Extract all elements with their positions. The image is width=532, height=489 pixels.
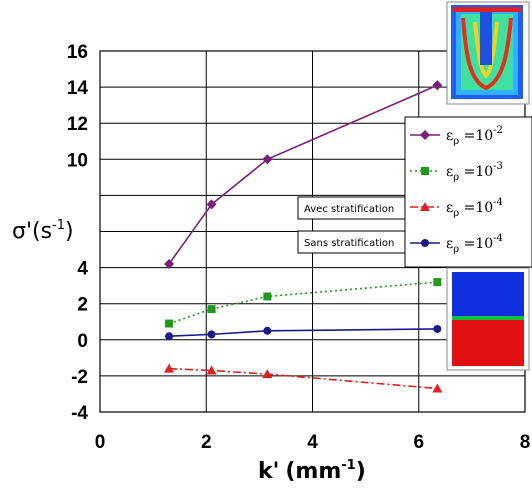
annotation-sans-text: Sans stratification [304,238,394,249]
y-tick-label: 0 [77,331,88,352]
legend-label: ερ =10-4 [446,233,503,255]
y-tick-label: 10 [67,150,88,171]
data-point-s1 [206,199,217,210]
series-line-1 [168,84,438,265]
y-axis-label: σ'(s-1) [12,218,74,244]
inset-red-layer [452,320,524,366]
data-point-s3 [432,383,443,393]
inset-blue-layer [452,272,524,318]
annotation-avec-text: Avec stratification [304,204,394,215]
series-line-4 [169,328,438,337]
x-tick-label: 2 [201,432,212,453]
data-point-s2 [207,305,216,314]
inset-stratification [446,267,530,371]
data-point-s2 [263,292,272,301]
legend-label: ερ =10-4 [446,197,503,219]
data-point-s1 [262,154,273,165]
legend-swatch-marker [421,239,429,247]
data-point-s4 [165,332,174,341]
data-point-s4 [207,330,216,339]
data-point-s1 [164,258,175,269]
legend-swatch-marker [421,167,429,175]
data-point-s2 [165,319,174,328]
series-lines [168,84,438,390]
series-line-3 [169,367,438,390]
tick-labels: 16 14 12 10 4 2 0 -2 -4 0 2 4 6 8 [67,42,530,453]
annotation-sans: Sans stratification [297,230,417,254]
data-point-s3 [164,363,175,373]
series-markers [164,80,443,393]
x-tick-label: 6 [413,432,424,453]
inset-flow-field [446,1,530,105]
legend-label: ερ =10-2 [446,125,503,147]
data-point-s4 [263,326,272,335]
y-tick-label: -2 [71,367,88,388]
data-point-s3 [262,369,273,379]
legend: ερ =10-2 ερ =10-3 ερ =10-4 ερ =10-4 [404,116,532,268]
y-tick-label: 12 [67,114,88,135]
x-tick-label: 4 [307,432,318,453]
legend-swatch-marker [420,202,430,211]
x-axis-label: k' (mm-1) [258,458,366,484]
legend-label: ερ =10-3 [446,161,503,183]
annotation-avec: Avec stratification [297,196,417,220]
series-line-2 [168,281,438,325]
inset-interface [452,316,524,320]
data-point-s3 [206,365,217,375]
y-tick-label: 14 [67,78,89,99]
x-tick-label: 8 [520,432,531,453]
data-point-s4 [433,324,442,333]
y-tick-label: 4 [77,259,88,280]
data-point-s1 [432,80,443,91]
data-point-s2 [433,278,442,287]
y-tick-label: -4 [71,403,88,424]
y-tick-label: 2 [77,295,88,316]
y-tick-label: 16 [67,42,88,63]
x-tick-label: 0 [95,432,106,453]
legend-swatch-marker [420,130,430,140]
